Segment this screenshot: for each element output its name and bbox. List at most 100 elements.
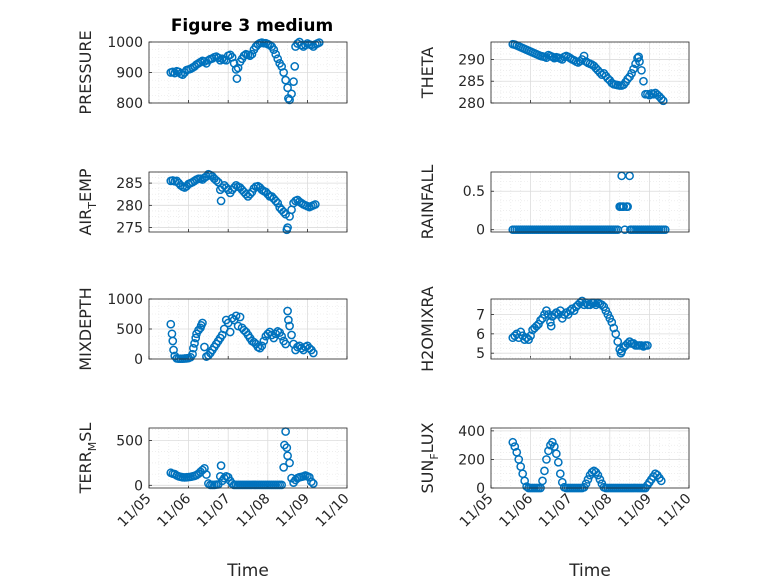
data-point xyxy=(229,183,239,192)
data-point xyxy=(538,476,547,486)
data-point xyxy=(623,339,632,348)
subplot-4: 0 0.5 RAINFALL xyxy=(418,165,690,239)
data-point xyxy=(597,300,607,310)
data-point xyxy=(282,443,292,453)
data-point xyxy=(232,74,242,83)
data-point xyxy=(166,319,176,329)
data-point xyxy=(546,317,555,327)
data-point xyxy=(277,480,287,490)
data-point xyxy=(546,321,556,331)
data-point xyxy=(285,321,294,331)
data-point xyxy=(283,306,292,316)
axes-box xyxy=(148,298,348,360)
data-point xyxy=(613,337,623,346)
data-point xyxy=(285,458,294,468)
data-point xyxy=(583,475,593,484)
data-point xyxy=(307,477,316,487)
data-point xyxy=(273,198,283,208)
data-point xyxy=(639,76,648,86)
data-point xyxy=(637,65,646,75)
data-point xyxy=(225,327,235,337)
axes-box xyxy=(490,298,690,360)
data-point xyxy=(204,479,213,488)
data-point xyxy=(202,172,211,181)
y-tick-label: 285 xyxy=(116,176,143,192)
data-point xyxy=(551,449,561,459)
y-axis-label: TERRMSL xyxy=(76,423,99,495)
y-tick-label: 900 xyxy=(116,66,143,82)
x-axis-label: Time xyxy=(226,561,269,581)
data-point xyxy=(245,51,255,61)
data-point xyxy=(595,475,605,484)
data-point xyxy=(526,331,535,341)
data-point xyxy=(623,202,632,211)
data-point xyxy=(305,472,314,482)
data-point xyxy=(271,196,281,206)
data-point xyxy=(287,330,296,340)
data-point xyxy=(579,51,589,61)
data-point xyxy=(310,200,320,209)
data-point xyxy=(565,306,575,315)
y-tick-label: 6 xyxy=(476,327,485,343)
y-axis-label: PRESSURE xyxy=(76,30,95,114)
y-axis-label: MIXDEPTH xyxy=(76,287,95,370)
data-point xyxy=(557,477,567,487)
data-point xyxy=(259,336,269,346)
y-tick-label: 800 xyxy=(116,96,143,112)
data-point xyxy=(235,312,245,322)
axes-box xyxy=(148,41,348,104)
data-point xyxy=(609,323,619,333)
data-point xyxy=(245,189,255,199)
figure-title: Figure 3 medium xyxy=(171,16,333,36)
data-point xyxy=(593,470,603,480)
data-point xyxy=(169,345,178,355)
subplot-3: 275 280 285 AIRTEMP xyxy=(76,168,348,237)
data-point xyxy=(231,65,241,74)
data-point xyxy=(225,50,235,60)
data-point xyxy=(188,349,197,359)
data-point xyxy=(277,331,287,341)
y-tick-label: 280 xyxy=(458,96,485,112)
axes-box xyxy=(148,427,348,489)
data-point xyxy=(308,479,318,488)
y-tick-label: 500 xyxy=(116,434,143,450)
y-tick-label: 5 xyxy=(476,346,485,362)
data-point xyxy=(581,479,591,489)
subplot-5: 0 500 1000 MIXDEPTH xyxy=(76,287,348,371)
data-point xyxy=(297,40,306,50)
y-tick-label: 7 xyxy=(476,307,485,323)
data-point xyxy=(190,339,199,348)
data-point xyxy=(200,342,209,352)
y-tick-label: 500 xyxy=(116,322,143,338)
data-point xyxy=(231,311,241,321)
data-point xyxy=(634,52,644,62)
data-point xyxy=(290,62,300,71)
data-point xyxy=(213,53,223,63)
data-point xyxy=(301,40,310,50)
y-tick-label: 400 xyxy=(458,424,485,440)
data-point xyxy=(550,310,559,319)
data-point xyxy=(619,202,629,211)
data-point xyxy=(627,69,636,78)
data-point xyxy=(269,45,279,54)
data-point xyxy=(660,225,670,235)
data-point xyxy=(522,482,531,491)
data-point xyxy=(269,333,279,343)
data-point xyxy=(216,461,226,470)
data-point xyxy=(508,437,518,447)
data-point xyxy=(314,38,324,47)
data-point xyxy=(216,196,226,206)
data-point xyxy=(553,457,563,467)
data-point xyxy=(279,463,288,472)
axes-box xyxy=(148,171,348,233)
data-point xyxy=(540,466,549,476)
data-point xyxy=(542,455,551,464)
data-point xyxy=(281,75,290,85)
data-point xyxy=(202,470,211,479)
data-point xyxy=(227,479,237,488)
y-tick-label: 1000 xyxy=(107,35,143,51)
data-point xyxy=(215,55,225,65)
y-tick-label: 0 xyxy=(134,352,143,368)
